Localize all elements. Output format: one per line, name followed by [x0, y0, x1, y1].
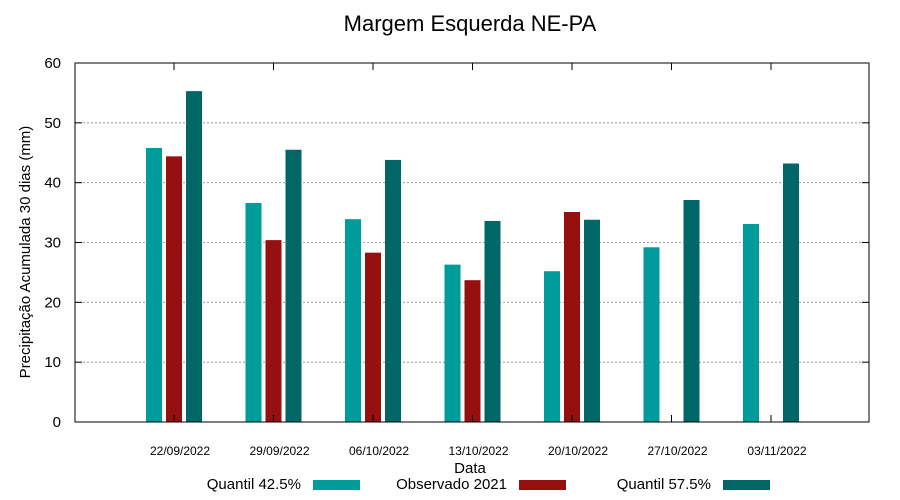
bar	[465, 280, 481, 422]
bar	[485, 221, 501, 422]
bar	[564, 212, 580, 422]
chart-title: Margem Esquerda NE-PA	[344, 11, 597, 36]
legend-swatch	[313, 480, 360, 490]
legend-label: Observado 2021	[396, 476, 507, 493]
bar	[445, 265, 461, 422]
y-tick-label: 60	[44, 55, 61, 72]
bar	[783, 164, 799, 422]
x-tick-label: 22/09/2022	[150, 444, 210, 458]
y-tick-label: 30	[44, 235, 61, 252]
bar	[644, 247, 660, 422]
y-tick-label: 20	[44, 294, 61, 311]
x-tick-label: 27/10/2022	[647, 444, 707, 458]
bar	[365, 253, 381, 422]
legend-swatch	[723, 480, 770, 490]
y-tick-label: 10	[44, 354, 61, 371]
bar	[286, 150, 302, 422]
bar-chart: Margem Esquerda NE-PA 0 10 20 30 40 50 60 22/0…	[0, 0, 900, 500]
legend-label: Quantil 42.5%	[207, 476, 301, 493]
x-tick-label: 03/11/2022	[747, 444, 806, 458]
bar	[246, 203, 262, 422]
y-tick-label: 0	[53, 414, 61, 431]
bar	[584, 220, 600, 422]
bar	[146, 148, 162, 422]
x-axis-label: Data	[454, 460, 486, 477]
x-tick-label: 13/10/2022	[448, 444, 508, 458]
x-tick-label: 06/10/2022	[349, 444, 409, 458]
bar	[385, 160, 401, 422]
y-axis-label: Precipitação Acumulada 30 dias (mm)	[17, 126, 34, 379]
bar	[186, 91, 202, 422]
bar	[345, 219, 361, 422]
bar	[743, 224, 759, 422]
bar	[266, 240, 282, 422]
bar	[544, 271, 560, 422]
y-tick-label: 50	[44, 115, 61, 132]
bars	[146, 91, 799, 422]
legend-swatch	[519, 480, 566, 490]
y-tick-label: 40	[44, 175, 61, 192]
x-tick-label: 29/09/2022	[249, 444, 309, 458]
legend-label: Quantil 57.5%	[617, 476, 711, 493]
bar	[684, 200, 700, 422]
legend: Quantil 42.5% Observado 2021 Quantil 57.5%	[207, 476, 770, 493]
x-tick-label: 20/10/2022	[548, 444, 608, 458]
bar	[166, 156, 182, 422]
